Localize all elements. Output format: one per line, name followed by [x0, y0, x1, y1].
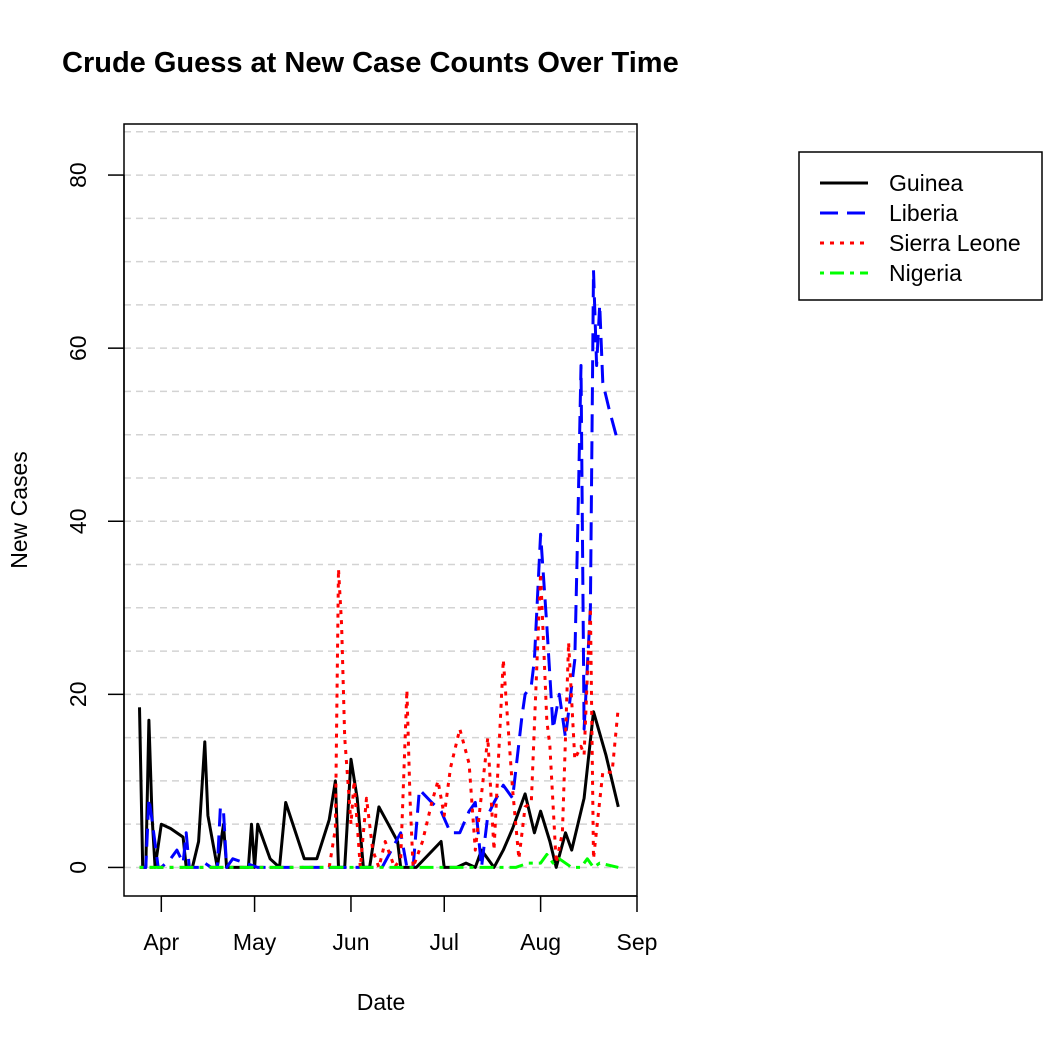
- x-tick-label: Apr: [143, 929, 179, 955]
- series-line-sierra-leone: [139, 567, 620, 869]
- legend-label: Sierra Leone: [889, 230, 1021, 256]
- series-line-liberia: [139, 268, 620, 869]
- x-tick-label: Sep: [617, 929, 658, 955]
- series-line-nigeria: [139, 853, 619, 869]
- legend-label: Nigeria: [889, 260, 962, 286]
- grid-lines: [124, 131, 637, 869]
- legend-label: Liberia: [889, 200, 958, 226]
- chart-title: Crude Guess at New Case Counts Over Time: [62, 47, 679, 79]
- y-axis: 0 20 40 60 80: [65, 162, 125, 874]
- legend-label: Guinea: [889, 170, 963, 196]
- x-axis-label: Date: [357, 989, 406, 1015]
- x-tick-label: May: [233, 929, 277, 955]
- x-tick-label: Jul: [430, 929, 459, 955]
- x-tick-label: Jun: [332, 929, 369, 955]
- x-tick-label: Aug: [520, 929, 561, 955]
- series-lines: [138, 268, 620, 869]
- y-tick-label: 0: [65, 861, 91, 874]
- x-axis: Apr May Jun Jul Aug Sep: [143, 895, 658, 955]
- series-line-guinea: [138, 707, 620, 869]
- y-tick-label: 80: [65, 162, 91, 188]
- legend-box: [798, 151, 1043, 301]
- y-tick-label: 40: [65, 509, 91, 535]
- legend: Guinea Liberia Sierra Leone Nigeria: [798, 151, 1043, 301]
- y-tick-label: 60: [65, 335, 91, 361]
- y-axis-label: New Cases: [6, 451, 32, 569]
- y-tick-label: 20: [65, 682, 91, 708]
